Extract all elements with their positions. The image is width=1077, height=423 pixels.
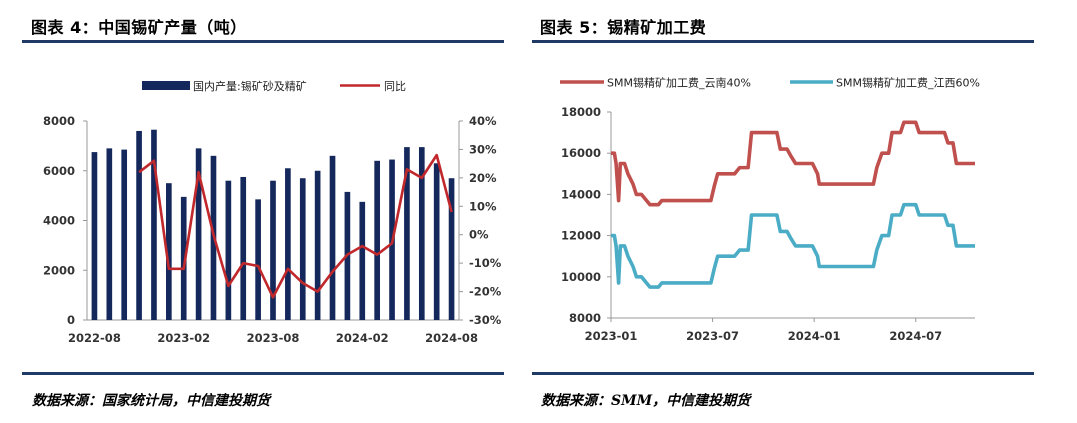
production-bar (374, 160, 380, 320)
left-y-tick-label: 4000 (43, 214, 75, 228)
right-y-tick-label: 30% (469, 142, 497, 156)
right-y-tick-label: -10% (469, 256, 502, 270)
left-bottom-rule (22, 372, 504, 375)
production-bar (136, 130, 142, 320)
right-top-rule (532, 40, 1034, 43)
legend-bar-label: 国内产量:锡矿砂及精矿 (193, 79, 307, 93)
fee-y-tick-label: 8000 (569, 311, 601, 325)
fee-x-tick-label: 2023-07 (686, 329, 739, 343)
legend-yunnan-label: SMM锡精矿加工费_云南40% (607, 76, 751, 90)
production-bar (404, 147, 410, 320)
x-tick-label: 2023-08 (247, 331, 300, 345)
fee-x-tick-label: 2024-01 (788, 329, 841, 343)
tin-concentrate-processing-fee-chart: 18000 16000 14000 12000 10000 8000 2023-01 2023… (560, 76, 980, 343)
production-bar (151, 129, 157, 320)
production-bar (359, 201, 366, 320)
fee-y-tick-label: 18000 (561, 105, 601, 119)
production-bar (195, 148, 202, 320)
fee-y-tick-label: 14000 (561, 187, 601, 201)
right-y-tick-label: 10% (469, 199, 497, 213)
right-y-tick-label: 20% (469, 171, 497, 185)
fee-x-tick-label: 2023-01 (585, 329, 638, 343)
left-y-tick-label: 2000 (43, 263, 75, 277)
x-tick-label: 2024-08 (425, 331, 478, 345)
right-y-tick-label: 0% (469, 228, 489, 242)
left-panel-title: 图表 4：中国锡矿产量（吨） (31, 18, 247, 37)
right-panel-title: 图表 5：锡精矿加工费 (540, 18, 707, 37)
right-source-note: 数据来源：SMM，中信建投期货 (541, 393, 751, 409)
production-bar (91, 152, 98, 320)
yunnan-fee-line (611, 120, 975, 207)
yoy-line (138, 153, 453, 299)
left-top-rule (22, 40, 504, 43)
right-y-tick-label: -20% (469, 285, 502, 299)
production-bar (240, 176, 247, 320)
fee-y-tick-label: 16000 (561, 146, 601, 160)
right-y-tick-label: -30% (469, 313, 502, 327)
x-tick-label: 2024-02 (336, 331, 389, 345)
production-bar (225, 180, 232, 320)
fee-y-tick-label: 12000 (561, 229, 601, 243)
x-tick-label: 2023-02 (157, 331, 210, 345)
left-y-tick-label: 8000 (43, 114, 75, 128)
production-bar (448, 178, 455, 320)
production-bar (106, 148, 113, 320)
production-bar (166, 183, 172, 320)
left-y-tick-label: 6000 (43, 164, 75, 178)
legend-bar-swatch (142, 81, 190, 90)
production-bar (329, 155, 336, 320)
right-y-tick-label: 40% (469, 114, 497, 128)
production-bar (180, 196, 187, 320)
legend-jiangxi-label: SMM锡精矿加工费_江西60% (836, 76, 980, 90)
left-source-note: 数据来源：国家统计局，中信建投期货 (32, 393, 270, 409)
x-tick-label: 2022-08 (68, 331, 121, 345)
production-bar (255, 199, 261, 320)
production-bar (314, 170, 321, 320)
production-bar (418, 147, 425, 320)
tin-ore-production-chart: 8000 6000 4000 2000 0 40% 30% 20% 10% 0% -10% -20% -… (43, 79, 502, 345)
legend-line-label: 同比 (384, 80, 406, 93)
right-bottom-rule (532, 372, 1034, 375)
production-bar (270, 180, 276, 320)
fee-y-tick-label: 10000 (561, 270, 601, 284)
jiangxi-fee-line (611, 202, 975, 289)
fee-x-tick-label: 2024-07 (889, 329, 942, 343)
production-bar (299, 178, 306, 320)
production-bar (285, 168, 291, 320)
left-y-tick-label: 0 (67, 313, 75, 327)
production-bar (121, 149, 128, 320)
production-bar (433, 163, 440, 320)
